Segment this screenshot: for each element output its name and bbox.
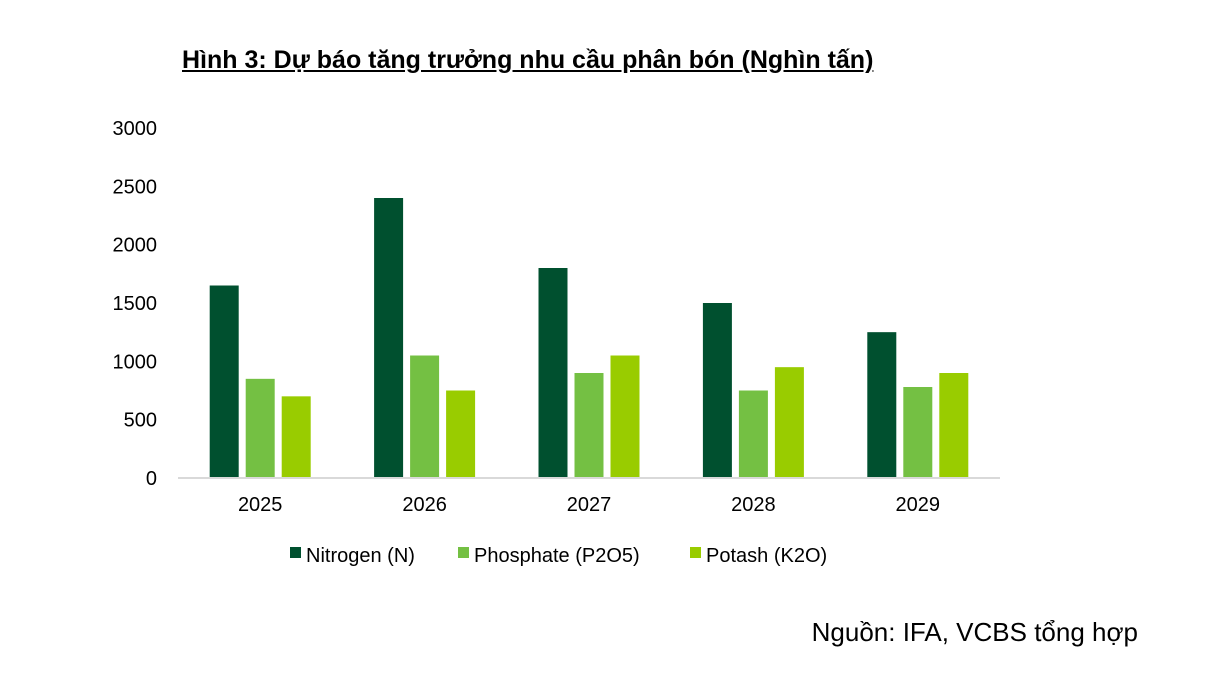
legend-label: Phosphate (P2O5) <box>474 545 640 567</box>
legend-swatch <box>458 547 469 558</box>
x-tick-label: 2026 <box>402 494 447 516</box>
bar-nitrogen-2027 <box>538 268 568 478</box>
legend-label: Potash (K2O) <box>706 545 827 567</box>
y-tick-label: 1000 <box>113 351 158 373</box>
bar-potash-2025 <box>281 396 311 478</box>
x-tick-label: 2025 <box>238 494 283 516</box>
bar-nitrogen-2028 <box>702 303 732 478</box>
x-tick-label: 2029 <box>896 494 941 516</box>
legend-label: Nitrogen (N) <box>306 545 415 567</box>
bar-phosphate-2029 <box>903 387 933 478</box>
bar-potash-2027 <box>610 355 640 478</box>
bar-phosphate-2025 <box>245 378 275 478</box>
bar-phosphate-2027 <box>574 373 604 478</box>
x-tick-label: 2028 <box>731 494 776 516</box>
source-note: Nguồn: IFA, VCBS tổng hợp <box>811 617 1138 647</box>
bars <box>209 198 969 478</box>
y-tick-label: 2000 <box>113 235 158 257</box>
legend-swatch <box>290 547 301 558</box>
y-tick-label: 500 <box>124 410 157 432</box>
y-tick-label: 3000 <box>113 118 158 140</box>
x-axis-ticks: 2025 2026 2027 2028 2029 <box>238 494 940 516</box>
x-tick-label: 2027 <box>567 494 612 516</box>
y-tick-label: 0 <box>146 468 157 490</box>
bar-potash-2029 <box>939 373 969 478</box>
y-axis-ticks: 0 500 1000 1500 2000 2500 3000 <box>113 118 158 490</box>
bar-phosphate-2028 <box>738 390 768 478</box>
chart-title: Hình 3: Dự báo tăng trưởng nhu cầu phân … <box>182 46 874 74</box>
bar-nitrogen-2029 <box>867 332 897 478</box>
y-tick-label: 1500 <box>113 293 158 315</box>
legend: Nitrogen (N) Phosphate (P2O5) Potash (K2O) <box>290 545 827 567</box>
bar-potash-2028 <box>774 367 804 478</box>
legend-swatch <box>690 547 701 558</box>
y-tick-label: 2500 <box>113 176 158 198</box>
bar-nitrogen-2025 <box>209 285 239 478</box>
bar-potash-2026 <box>446 390 476 478</box>
bar-phosphate-2026 <box>410 355 440 478</box>
bar-nitrogen-2026 <box>374 198 404 478</box>
